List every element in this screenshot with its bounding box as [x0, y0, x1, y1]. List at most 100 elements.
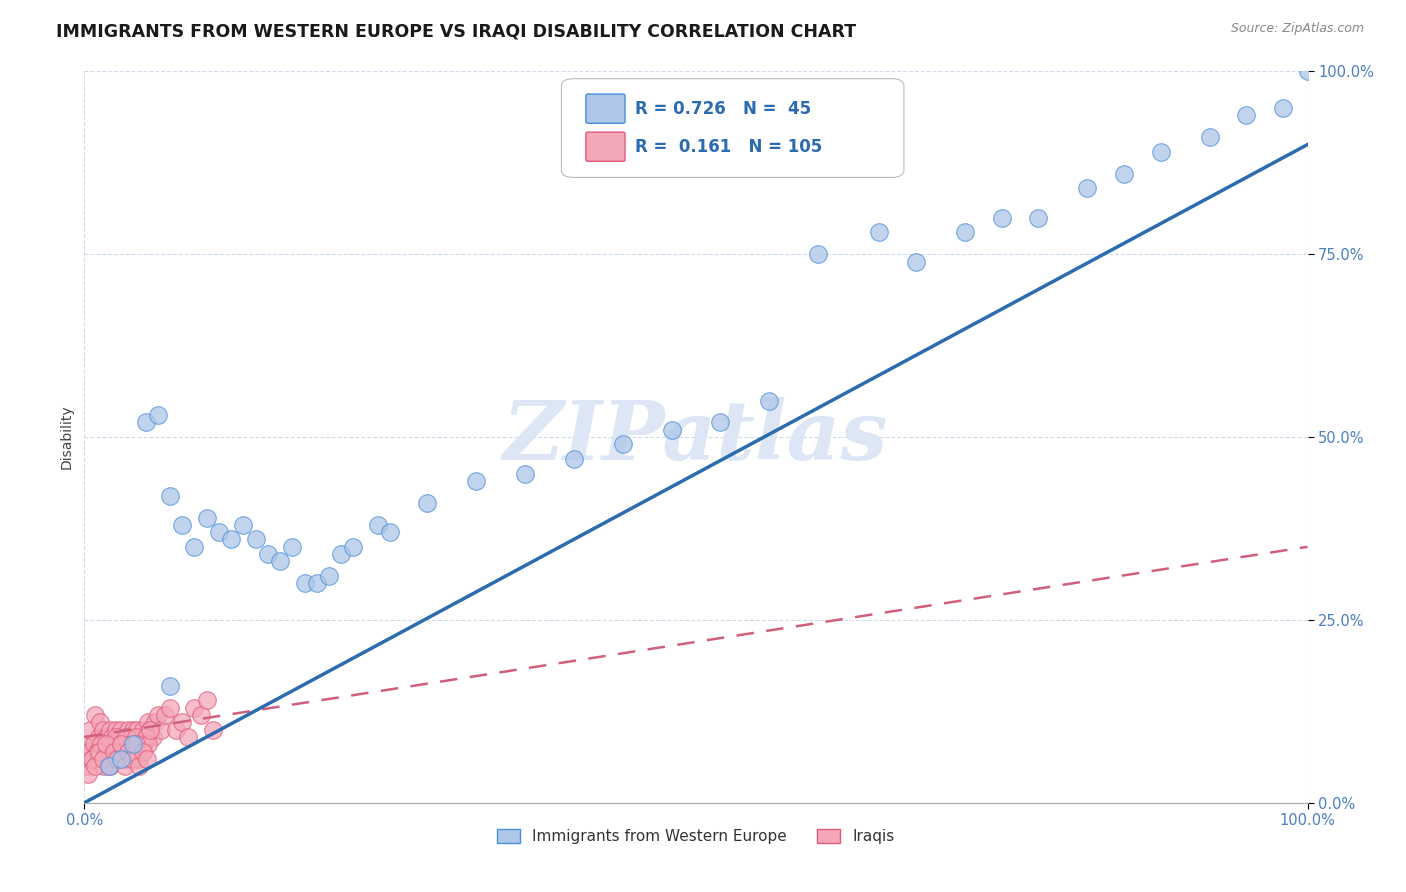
- Point: [105, 723, 128, 737]
- Point: [90, 745, 112, 759]
- Point: [76, 759, 98, 773]
- Point: [709, 416, 731, 430]
- Point: [125, 723, 148, 737]
- Point: [177, 730, 200, 744]
- Point: [98, 759, 121, 773]
- Point: [117, 752, 139, 766]
- Point: [110, 723, 132, 737]
- Point: [132, 745, 155, 759]
- Point: [318, 569, 340, 583]
- Point: [96, 737, 118, 751]
- Point: [97, 745, 120, 759]
- Point: [269, 554, 291, 568]
- Point: [79, 723, 101, 737]
- Point: [129, 737, 152, 751]
- FancyBboxPatch shape: [561, 78, 904, 178]
- Point: [121, 752, 143, 766]
- Point: [1076, 181, 1098, 195]
- Point: [245, 533, 267, 547]
- Point: [172, 715, 194, 730]
- Point: [661, 423, 683, 437]
- Point: [612, 437, 634, 451]
- Point: [1198, 130, 1220, 145]
- Y-axis label: Disability: Disability: [59, 405, 73, 469]
- Point: [122, 737, 145, 751]
- Point: [94, 752, 117, 766]
- Point: [87, 752, 110, 766]
- Point: [294, 576, 316, 591]
- Point: [1150, 145, 1173, 159]
- Point: [183, 700, 205, 714]
- Point: [305, 576, 328, 591]
- Point: [77, 766, 100, 780]
- Point: [183, 540, 205, 554]
- Point: [758, 393, 780, 408]
- Point: [129, 737, 152, 751]
- Point: [134, 737, 156, 751]
- Point: [98, 723, 121, 737]
- Point: [77, 737, 100, 751]
- Point: [122, 723, 145, 737]
- Point: [127, 752, 149, 766]
- Point: [146, 708, 169, 723]
- Point: [159, 489, 181, 503]
- Point: [131, 745, 153, 759]
- Point: [89, 715, 111, 730]
- Text: Source: ZipAtlas.com: Source: ZipAtlas.com: [1230, 22, 1364, 36]
- FancyBboxPatch shape: [586, 132, 626, 161]
- Point: [121, 737, 143, 751]
- Point: [91, 723, 114, 737]
- Point: [195, 693, 218, 707]
- Point: [165, 723, 187, 737]
- Point: [77, 745, 100, 759]
- Point: [100, 745, 122, 759]
- Point: [869, 225, 891, 239]
- Point: [97, 752, 120, 766]
- Point: [416, 496, 439, 510]
- Point: [96, 745, 118, 759]
- Point: [108, 737, 131, 751]
- Point: [172, 517, 194, 532]
- Point: [120, 737, 142, 751]
- Point: [107, 730, 129, 744]
- Text: ZIPatlas: ZIPatlas: [503, 397, 889, 477]
- Point: [139, 723, 162, 737]
- Point: [122, 745, 145, 759]
- Text: IMMIGRANTS FROM WESTERN EUROPE VS IRAQI DISABILITY CORRELATION CHART: IMMIGRANTS FROM WESTERN EUROPE VS IRAQI …: [56, 22, 856, 40]
- Point: [562, 452, 585, 467]
- Point: [90, 737, 112, 751]
- Point: [84, 708, 107, 723]
- Point: [143, 715, 166, 730]
- Point: [107, 752, 129, 766]
- Point: [513, 467, 536, 481]
- Point: [117, 745, 139, 759]
- Point: [1296, 64, 1319, 78]
- Point: [991, 211, 1014, 225]
- Point: [135, 730, 157, 744]
- Point: [380, 525, 402, 540]
- Point: [110, 752, 132, 766]
- Point: [905, 254, 928, 268]
- FancyBboxPatch shape: [586, 94, 626, 123]
- Point: [190, 708, 212, 723]
- Point: [117, 723, 139, 737]
- Point: [159, 679, 181, 693]
- Point: [1272, 101, 1295, 115]
- Point: [115, 730, 138, 744]
- Point: [153, 708, 176, 723]
- Text: R =  0.161   N = 105: R = 0.161 N = 105: [636, 137, 823, 156]
- Point: [104, 752, 127, 766]
- Point: [112, 745, 135, 759]
- Point: [1114, 167, 1136, 181]
- Point: [330, 547, 353, 561]
- Point: [111, 737, 134, 751]
- Point: [86, 737, 108, 751]
- Point: [367, 517, 389, 532]
- Point: [93, 759, 115, 773]
- Point: [86, 745, 108, 759]
- Point: [103, 745, 125, 759]
- Point: [125, 737, 148, 751]
- Point: [105, 745, 128, 759]
- Point: [97, 737, 120, 751]
- Point: [139, 723, 162, 737]
